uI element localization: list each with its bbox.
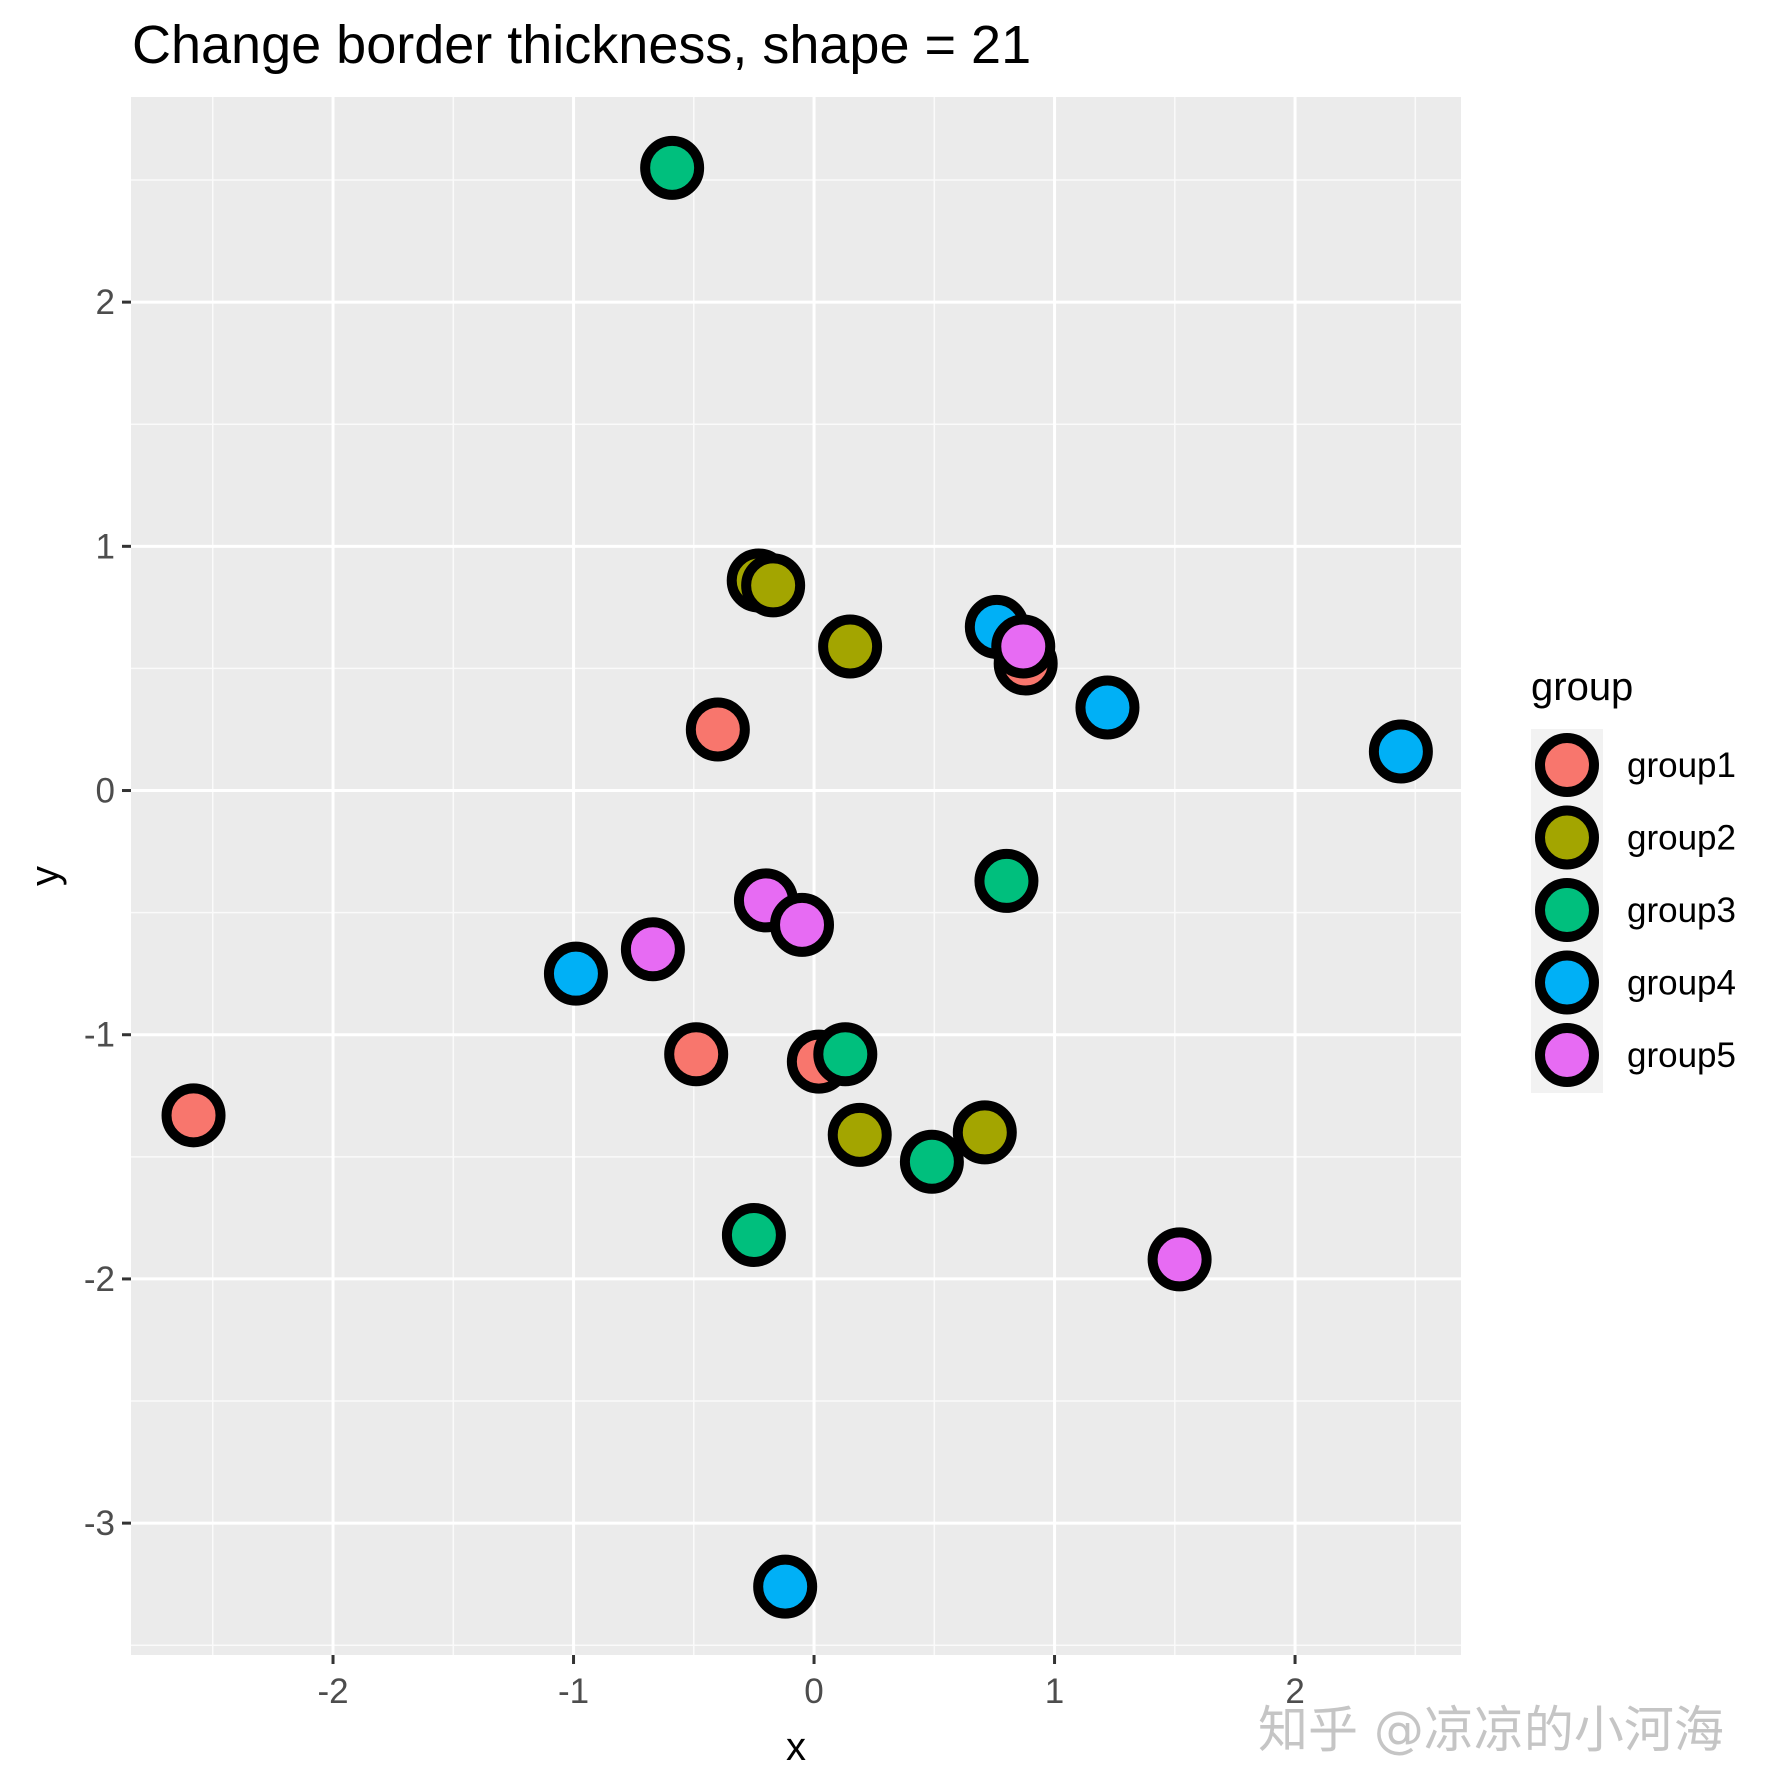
x-axis-title: x [786, 1725, 806, 1769]
x-tick-label: 0 [804, 1672, 823, 1711]
x-tick-label: 1 [1045, 1672, 1064, 1711]
data-point-group3 [974, 848, 1039, 913]
legend: group group1 group2 group3 group4 group5 [1531, 665, 1736, 1093]
data-point-group1 [685, 697, 750, 762]
legend-title: group [1531, 665, 1633, 709]
data-point-group5 [1147, 1227, 1212, 1292]
data-points [161, 135, 1433, 1619]
y-tick-label: 2 [96, 283, 115, 322]
axes: -2 -1 0 1 2 2 1 0 -1 -2 -3 [84, 283, 1305, 1711]
legend-label-group2: group2 [1627, 819, 1736, 858]
watermark: 知乎 @凉凉的小河海 [1258, 1701, 1724, 1759]
legend-key-group2 [1535, 805, 1599, 870]
data-point-group3 [813, 1022, 878, 1087]
legend-key-group3 [1535, 878, 1599, 942]
data-point-group2 [952, 1100, 1017, 1165]
data-point-group1 [664, 1022, 729, 1087]
y-tick-label: -2 [84, 1260, 115, 1299]
y-tick-label: -3 [84, 1504, 115, 1543]
legend-label-group5: group5 [1627, 1036, 1736, 1075]
data-point-group3 [721, 1202, 786, 1267]
legend-label-group1: group1 [1627, 746, 1736, 785]
data-point-group2 [818, 614, 883, 679]
data-point-group5 [770, 892, 835, 957]
x-tick-label: 2 [1285, 1672, 1304, 1711]
data-point-group4 [1075, 675, 1140, 740]
data-point-group2 [741, 553, 806, 618]
y-axis-title: y [23, 866, 67, 886]
plot-panel [131, 97, 1461, 1655]
legend-key-group1 [1535, 733, 1599, 797]
data-point-group4 [1368, 719, 1433, 784]
legend-key-group5 [1535, 1023, 1599, 1087]
x-tick-label: -2 [317, 1672, 348, 1711]
data-point-group2 [827, 1102, 892, 1167]
y-tick-label: 0 [96, 772, 115, 811]
data-point-group3 [640, 135, 705, 200]
legend-label-group3: group3 [1627, 891, 1736, 930]
data-point-group5 [620, 917, 685, 982]
y-tick-label: -1 [84, 1016, 115, 1055]
data-point-group4 [543, 941, 608, 1006]
data-point-group4 [753, 1554, 818, 1619]
x-tick-label: -1 [558, 1672, 589, 1711]
data-point-group3 [899, 1129, 964, 1194]
legend-key-group4 [1535, 950, 1599, 1015]
data-point-group1 [161, 1083, 226, 1148]
chart-title: Change border thickness, shape = 21 [132, 15, 1032, 75]
major-gridlines [131, 97, 1461, 1655]
legend-label-group4: group4 [1627, 964, 1736, 1003]
data-point-group5 [991, 614, 1056, 679]
y-tick-label: 1 [96, 527, 115, 566]
